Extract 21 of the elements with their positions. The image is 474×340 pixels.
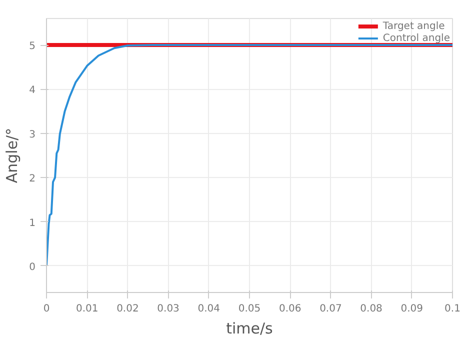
x-tick-label: 0.01 [76, 304, 98, 314]
x-tick-label: 0 [43, 304, 50, 314]
x-axis-title: time/s [226, 320, 274, 338]
y-tick-label: 1 [29, 218, 36, 229]
x-tick-label: 0.08 [360, 304, 382, 314]
y-tick-label: 3 [29, 129, 36, 140]
legend-label: Control angle [382, 32, 450, 44]
legend-label: Target angle [382, 20, 445, 32]
x-tick-label: 0.03 [157, 304, 180, 314]
y-tick-label: 0 [29, 262, 36, 273]
x-tick-label: 0.02 [116, 304, 139, 314]
x-tick-label: 0.05 [238, 304, 261, 314]
x-tick-label: 0.1 [444, 304, 460, 314]
x-tick-label: 0.07 [320, 304, 342, 314]
x-tick-label: 0.09 [400, 304, 424, 314]
y-tick-label: 2 [29, 174, 36, 185]
y-tick-label: 5 [29, 41, 36, 52]
x-tick-label: 0.04 [198, 304, 220, 314]
y-axis-title: Angle/° [3, 128, 22, 184]
y-tick-label: 4 [29, 85, 36, 96]
x-tick-label: 0.06 [278, 304, 302, 314]
